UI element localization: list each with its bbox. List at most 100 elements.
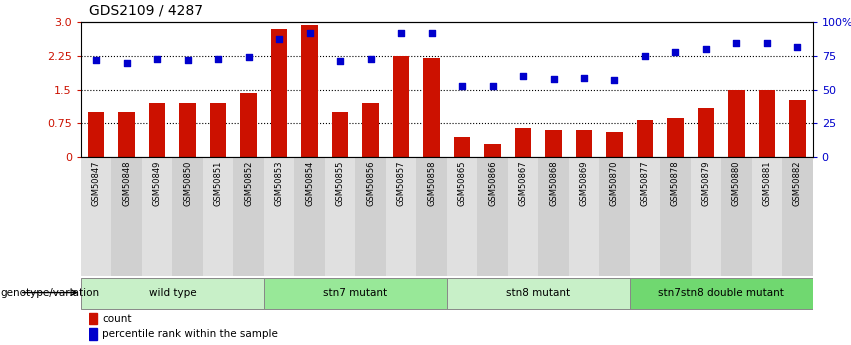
Text: GSM50870: GSM50870: [610, 160, 619, 206]
Bar: [698, 108, 714, 157]
Text: GSM50847: GSM50847: [92, 160, 100, 206]
Point: [120, 60, 134, 66]
Bar: [630, 278, 813, 309]
Bar: [454, 137, 471, 157]
Bar: [89, 328, 97, 340]
Text: GSM50858: GSM50858: [427, 160, 436, 206]
Text: GSM50850: GSM50850: [183, 160, 192, 206]
Text: GSM50869: GSM50869: [580, 160, 589, 206]
Bar: [545, 130, 562, 157]
Bar: [88, 112, 105, 157]
Bar: [386, 157, 416, 276]
Text: GSM50853: GSM50853: [275, 160, 283, 206]
Text: GSM50849: GSM50849: [152, 160, 162, 206]
Point: [334, 59, 347, 64]
Bar: [447, 157, 477, 276]
Point: [577, 75, 591, 80]
Text: GDS2109 / 4287: GDS2109 / 4287: [89, 3, 203, 17]
Bar: [728, 90, 745, 157]
Bar: [264, 157, 294, 276]
Bar: [118, 112, 135, 157]
Bar: [392, 56, 409, 157]
Point: [394, 30, 408, 36]
Text: GSM50848: GSM50848: [122, 160, 131, 206]
Bar: [484, 144, 501, 157]
Text: GSM50867: GSM50867: [518, 160, 528, 206]
Bar: [172, 157, 203, 276]
Text: GSM50877: GSM50877: [641, 160, 649, 206]
Bar: [89, 313, 97, 324]
Bar: [751, 157, 782, 276]
Bar: [233, 157, 264, 276]
Bar: [325, 157, 355, 276]
Bar: [599, 157, 630, 276]
Point: [700, 47, 713, 52]
Point: [486, 83, 500, 88]
Point: [211, 56, 225, 61]
Point: [151, 56, 164, 61]
Point: [303, 30, 317, 36]
Bar: [81, 157, 111, 276]
Bar: [538, 157, 568, 276]
Bar: [575, 130, 592, 157]
Bar: [363, 103, 379, 157]
Text: GSM50881: GSM50881: [762, 160, 772, 206]
Text: GSM50866: GSM50866: [488, 160, 497, 206]
Point: [89, 57, 103, 63]
Text: GSM50851: GSM50851: [214, 160, 223, 206]
Bar: [630, 157, 660, 276]
Bar: [416, 157, 447, 276]
Text: GSM50854: GSM50854: [305, 160, 314, 206]
Text: GSM50880: GSM50880: [732, 160, 741, 206]
Text: GSM50879: GSM50879: [701, 160, 711, 206]
Bar: [142, 157, 172, 276]
Text: count: count: [102, 314, 132, 324]
Text: stn7stn8 double mutant: stn7stn8 double mutant: [659, 288, 784, 297]
Bar: [782, 157, 813, 276]
Point: [517, 73, 530, 79]
Text: GSM50856: GSM50856: [366, 160, 375, 206]
Bar: [355, 157, 386, 276]
Text: wild type: wild type: [149, 288, 196, 297]
Bar: [758, 90, 775, 157]
Bar: [447, 278, 630, 309]
Bar: [789, 100, 806, 157]
Point: [455, 83, 469, 88]
Bar: [637, 120, 654, 157]
Point: [791, 44, 804, 49]
Bar: [203, 157, 233, 276]
Text: GSM50868: GSM50868: [549, 160, 558, 206]
Point: [272, 36, 286, 41]
Bar: [271, 29, 288, 157]
Bar: [264, 278, 447, 309]
Bar: [691, 157, 721, 276]
Bar: [721, 157, 751, 276]
Text: GSM50865: GSM50865: [458, 160, 466, 206]
Bar: [240, 93, 257, 157]
Point: [608, 78, 621, 83]
Point: [669, 49, 683, 55]
Text: GSM50852: GSM50852: [244, 160, 253, 206]
Bar: [149, 103, 165, 157]
Bar: [294, 157, 325, 276]
Point: [638, 53, 652, 59]
Bar: [111, 157, 142, 276]
Text: genotype/variation: genotype/variation: [1, 288, 100, 297]
Bar: [660, 157, 691, 276]
Text: GSM50882: GSM50882: [793, 160, 802, 206]
Bar: [508, 157, 538, 276]
Bar: [209, 103, 226, 157]
Text: GSM50878: GSM50878: [671, 160, 680, 206]
Bar: [81, 278, 264, 309]
Bar: [667, 118, 684, 157]
Bar: [180, 103, 196, 157]
Point: [760, 40, 774, 45]
Text: GSM50855: GSM50855: [335, 160, 345, 206]
Point: [546, 76, 560, 82]
Bar: [423, 58, 440, 157]
Text: stn7 mutant: stn7 mutant: [323, 288, 387, 297]
Text: percentile rank within the sample: percentile rank within the sample: [102, 329, 278, 339]
Bar: [477, 157, 508, 276]
Bar: [568, 157, 599, 276]
Bar: [301, 24, 318, 157]
